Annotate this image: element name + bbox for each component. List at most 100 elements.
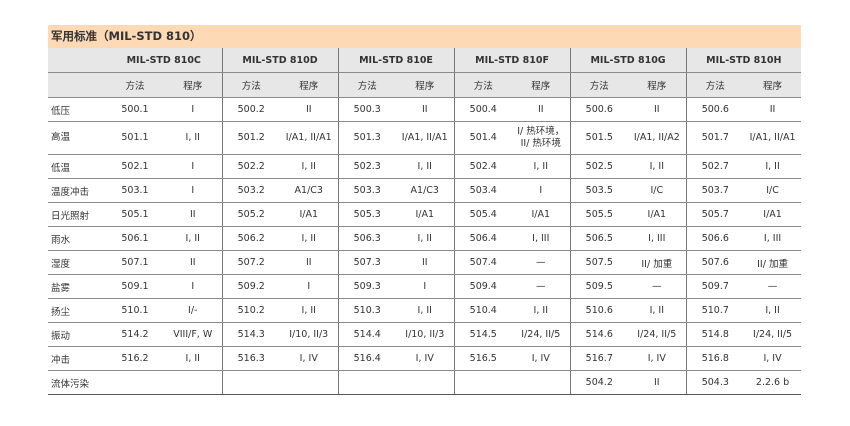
method-cell: 504.3 [685,370,745,395]
procedure-cell: I/A1, II/A1 [396,121,455,155]
mil-std-table-container: 军用标准（MIL-STD 810） MIL-STD 810C MIL-STD 81… [48,25,802,395]
procedure-cell: I/10, II/3 [396,322,455,347]
table-row: 雨水 506.1 I, II 506.2 I, II 506.3 I, II 506.4 I, … [48,226,802,251]
method-cell: 505.3 [337,202,396,227]
procedure-cell: I [512,178,571,203]
procedure-cell: I, IV [280,346,338,371]
procedure-cell: I, II [512,298,571,323]
method-cell: 502.1 [106,154,164,179]
method-cell: 507.2 [221,250,280,275]
method-cell: 503.5 [569,178,629,203]
row-label: 流体污染 [48,370,106,395]
method-cell: 501.3 [337,121,396,155]
procedure-cell: I, II [164,346,222,371]
procedure-cell: I, II [164,226,222,251]
procedure-cell: II [280,250,338,275]
standard-header: MIL-STD 810G [569,48,687,73]
procedure-cell: I [164,274,222,299]
method-cell: 514.3 [221,322,280,347]
procedure-cell: I [164,97,222,122]
method-cell: 505.7 [685,202,745,227]
table-row: 日光照射 505.1 II 505.2 I/A1 505.3 I/A1 505.4 I/A1 50… [48,202,802,227]
method-cell: 500.4 [453,97,513,122]
method-cell: 510.6 [569,298,629,323]
method-header: 方法 [453,72,513,98]
method-cell: 503.2 [221,178,280,203]
procedure-cell: I, IV [744,346,802,371]
procedure-cell: — [628,274,687,299]
method-cell: 502.7 [685,154,745,179]
table-title: 军用标准（MIL-STD 810） [48,25,801,48]
method-cell: 500.3 [337,97,396,122]
method-cell [453,370,513,395]
procedure-cell [164,370,222,395]
procedure-cell: I/A1, II/A2 [628,121,687,155]
row-label: 高温 [48,121,106,155]
procedure-cell: I [396,274,455,299]
procedure-cell: II [628,370,687,395]
standard-header: MIL-STD 810F [453,48,571,73]
table-row: 高温 501.1 I, II 501.2 I/A1, II/A1 501.3 I/A1, I… [48,121,802,155]
procedure-cell: I, IV [512,346,571,371]
method-cell: 509.3 [337,274,396,299]
method-cell: 516.2 [106,346,164,371]
procedure-cell: I, II [396,154,455,179]
row-label: 雨水 [48,226,106,251]
procedure-cell: I/C [628,178,687,203]
procedure-cell: II [512,97,571,122]
procedure-cell: I/A1 [280,202,338,227]
procedure-cell: I [280,274,338,299]
standard-header: MIL-STD 810E [337,48,455,73]
method-cell: 503.1 [106,178,164,203]
procedure-cell: I, II [512,154,571,179]
method-cell: 516.4 [337,346,396,371]
method-cell: 510.4 [453,298,513,323]
procedure-cell: II [396,97,455,122]
procedure-cell: I, II [744,154,802,179]
procedure-cell: I/10, II/3 [280,322,338,347]
method-cell: 506.6 [685,226,745,251]
method-cell [221,370,280,395]
procedure-cell [396,370,455,395]
method-cell: 514.8 [685,322,745,347]
standard-header: MIL-STD 810H [685,48,802,73]
method-header: 方法 [569,72,629,98]
method-cell: 509.5 [569,274,629,299]
procedure-cell: I/C [744,178,802,203]
table-row: 冲击 516.2 I, II 516.3 I, IV 516.4 I, IV 516.5 I, … [48,346,802,371]
procedure-cell: I, III [512,226,571,251]
procedure-cell: I/24, II/5 [744,322,802,347]
method-cell: 510.7 [685,298,745,323]
procedure-cell: II [744,97,802,122]
method-cell: 507.3 [337,250,396,275]
row-label: 低温 [48,154,106,179]
procedure-cell: II/ 加重 [628,250,687,275]
procedure-cell: I, IV [396,346,455,371]
header-corner [48,48,106,73]
procedure-cell: I/A1 [744,202,802,227]
method-cell: 501.2 [221,121,280,155]
row-label: 扬尘 [48,298,106,323]
procedure-cell: I/- [164,298,222,323]
method-cell: 506.5 [569,226,629,251]
method-cell: 505.1 [106,202,164,227]
procedure-cell: II [396,250,455,275]
method-cell: 509.7 [685,274,745,299]
procedure-cell: I/ 热环境， II/ 热环境 [512,121,571,155]
method-cell: 501.4 [453,121,513,155]
procedure-cell: I, II [280,154,338,179]
method-cell: 501.5 [569,121,629,155]
procedure-cell: I, III [744,226,802,251]
method-cell: 504.2 [569,370,629,395]
procedure-cell: I, II [396,226,455,251]
row-label: 温度冲击 [48,178,106,203]
method-cell: 502.5 [569,154,629,179]
method-cell: 503.7 [685,178,745,203]
procedure-cell: I, II [628,298,687,323]
procedure-cell: I/A1, II/A1 [280,121,338,155]
method-cell: 505.2 [221,202,280,227]
method-cell [337,370,396,395]
procedure-cell [280,370,338,395]
procedure-cell: VIII/F, W [164,322,222,347]
method-cell: 510.3 [337,298,396,323]
